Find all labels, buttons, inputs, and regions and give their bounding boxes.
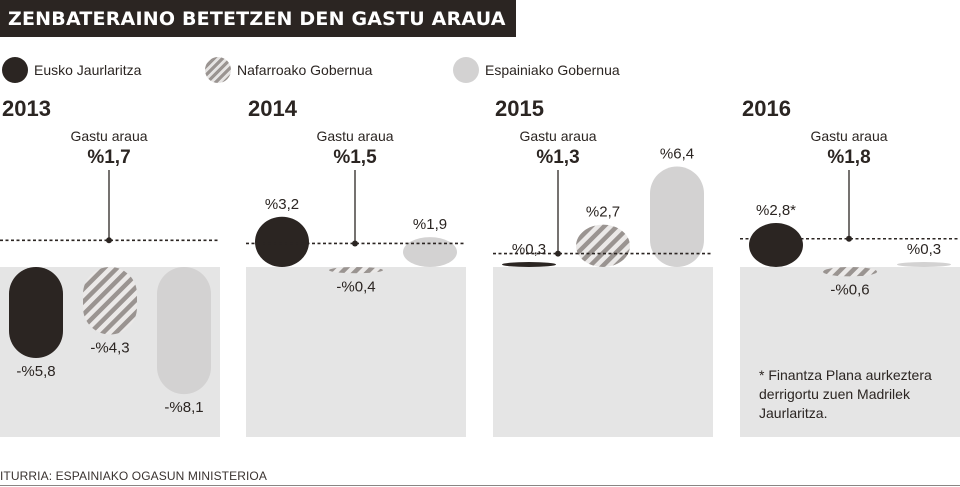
value-label-2013-1: -%4,3 <box>90 340 129 357</box>
bar-2016-1 <box>823 267 877 277</box>
panel-bg-2014 <box>246 267 466 437</box>
bar-2016-2 <box>897 262 951 267</box>
legend-item-eusko: Eusko Jaurlaritza <box>2 56 141 84</box>
rule-label-2014: Gastu araua <box>316 128 393 144</box>
bar-2015-1 <box>576 224 630 267</box>
panel-bg-2016 <box>740 267 960 437</box>
legend-item-nafarroa: Nafarroako Gobernua <box>205 56 372 84</box>
bar-2014-1 <box>329 267 383 274</box>
value-label-2015-0: %0,3 <box>512 241 546 258</box>
rule-label-2015: Gastu araua <box>519 128 596 144</box>
legend-swatch-espainia <box>453 57 479 83</box>
rule-label-2016: Gastu araua <box>810 128 887 144</box>
value-label-2016-1: -%0,6 <box>830 281 869 298</box>
rule-label-2013: Gastu araua <box>70 128 147 144</box>
year-label-2013: 2013 <box>2 96 51 121</box>
footnote-line-0: * Finantza Plana aurkeztera <box>759 367 932 383</box>
rule-dot-2014 <box>352 240 358 247</box>
bar-2016-0 <box>749 223 803 267</box>
value-label-2014-0: %3,2 <box>265 196 299 213</box>
legend-swatch-nafarroa <box>205 57 231 83</box>
bar-2015-0 <box>502 262 556 267</box>
rule-value-2014: %1,5 <box>333 147 377 168</box>
value-label-2016-2: %0,3 <box>907 241 941 258</box>
value-label-2015-2: %6,4 <box>660 146 694 163</box>
legend-item-espainia: Espainiako Gobernua <box>453 56 620 84</box>
value-label-2014-2: %1,9 <box>413 216 447 233</box>
rule-dot-2013 <box>106 237 112 244</box>
value-label-2013-0: -%5,8 <box>16 363 55 380</box>
value-label-2015-1: %2,7 <box>586 204 620 221</box>
bar-2013-0 <box>9 267 63 359</box>
rule-dot-2016 <box>846 235 852 242</box>
legend-swatch-eusko <box>2 57 28 83</box>
bar-2013-2 <box>157 267 211 395</box>
bar-2014-0 <box>255 216 309 267</box>
year-label-2014: 2014 <box>248 96 298 121</box>
bar-2013-1 <box>83 267 137 335</box>
rule-value-2015: %1,3 <box>536 147 579 168</box>
chart-title: ZENBATERAINO BETETZEN DEN GASTU ARAUA <box>0 0 516 37</box>
rule-value-2016: %1,8 <box>827 147 870 168</box>
value-label-2014-1: -%0,4 <box>336 278 375 295</box>
value-label-2016-0: %2,8* <box>756 202 796 219</box>
panel-bg-2015 <box>493 267 713 437</box>
legend-label-eusko: Eusko Jaurlaritza <box>34 62 142 78</box>
bar-2014-2 <box>403 237 457 267</box>
year-label-2015: 2015 <box>495 96 544 121</box>
source-note: ITURRIA: ESPAINIAKO OGASUN MINISTERIOA <box>0 469 267 483</box>
footnote-line-1: derrigortu zuen Madrilek <box>759 386 911 402</box>
rule-dot-2015 <box>555 250 561 257</box>
value-label-2013-2: -%8,1 <box>164 399 203 416</box>
year-label-2016: 2016 <box>742 96 791 121</box>
bar-2015-2 <box>650 166 704 267</box>
legend-label-espainia: Espainiako Gobernua <box>485 62 620 78</box>
legend: Eusko Jaurlaritza Nafarroako Gobernua Es… <box>0 56 960 84</box>
footnote-line-2: Jaurlaritza. <box>759 405 827 421</box>
source-divider <box>0 485 960 486</box>
rule-value-2013: %1,7 <box>87 147 130 168</box>
legend-label-nafarroa: Nafarroako Gobernua <box>237 62 373 78</box>
